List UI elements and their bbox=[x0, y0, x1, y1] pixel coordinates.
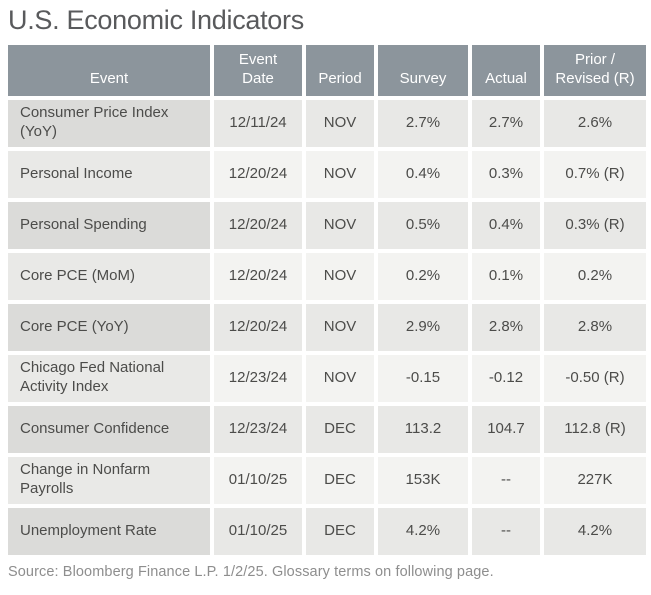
cell-event-date: 12/20/24 bbox=[214, 201, 302, 249]
table-header-row: Event Event Date Period Survey Actual Pr… bbox=[8, 44, 646, 96]
table-row: Core PCE (MoM) 12/20/24 NOV 0.2% 0.1% 0.… bbox=[8, 252, 646, 300]
cell-period: NOV bbox=[306, 252, 374, 300]
cell-survey: 113.2 bbox=[378, 405, 468, 453]
column-header-prior-revised: Prior / Revised (R) bbox=[544, 44, 646, 96]
cell-actual: -- bbox=[472, 456, 540, 504]
cell-prior-revised: 112.8 (R) bbox=[544, 405, 646, 453]
table-row: Chicago Fed National Activity Index 12/2… bbox=[8, 354, 646, 402]
cell-survey: 4.2% bbox=[378, 507, 468, 555]
cell-survey: 2.9% bbox=[378, 303, 468, 351]
table-row: Consumer Confidence 12/23/24 DEC 113.2 1… bbox=[8, 405, 646, 453]
cell-actual: 0.4% bbox=[472, 201, 540, 249]
cell-prior-revised: 2.6% bbox=[544, 99, 646, 147]
cell-event-date: 12/20/24 bbox=[214, 252, 302, 300]
cell-event: Personal Income bbox=[8, 150, 210, 198]
table-row: Change in Nonfarm Payrolls 01/10/25 DEC … bbox=[8, 456, 646, 504]
table-row: Consumer Price Index (YoY) 12/11/24 NOV … bbox=[8, 99, 646, 147]
cell-prior-revised: 227K bbox=[544, 456, 646, 504]
cell-period: DEC bbox=[306, 405, 374, 453]
cell-period: NOV bbox=[306, 354, 374, 402]
cell-event: Consumer Confidence bbox=[8, 405, 210, 453]
cell-period: NOV bbox=[306, 303, 374, 351]
cell-event-date: 12/23/24 bbox=[214, 354, 302, 402]
cell-event: Personal Spending bbox=[8, 201, 210, 249]
cell-event-date: 12/20/24 bbox=[214, 303, 302, 351]
cell-event: Change in Nonfarm Payrolls bbox=[8, 456, 210, 504]
cell-period: NOV bbox=[306, 99, 374, 147]
cell-survey: 153K bbox=[378, 456, 468, 504]
column-header-event-date: Event Date bbox=[214, 44, 302, 96]
cell-survey: 2.7% bbox=[378, 99, 468, 147]
cell-survey: 0.2% bbox=[378, 252, 468, 300]
cell-survey: 0.5% bbox=[378, 201, 468, 249]
cell-period: DEC bbox=[306, 507, 374, 555]
table-row: Personal Spending 12/20/24 NOV 0.5% 0.4%… bbox=[8, 201, 646, 249]
cell-prior-revised: 4.2% bbox=[544, 507, 646, 555]
cell-actual: -- bbox=[472, 507, 540, 555]
cell-actual: 2.7% bbox=[472, 99, 540, 147]
cell-prior-revised: 0.3% (R) bbox=[544, 201, 646, 249]
cell-event: Core PCE (YoY) bbox=[8, 303, 210, 351]
cell-event-date: 01/10/25 bbox=[214, 456, 302, 504]
cell-period: NOV bbox=[306, 150, 374, 198]
cell-event: Chicago Fed National Activity Index bbox=[8, 354, 210, 402]
cell-actual: 2.8% bbox=[472, 303, 540, 351]
cell-event-date: 01/10/25 bbox=[214, 507, 302, 555]
column-header-event: Event bbox=[8, 44, 210, 96]
page-title: U.S. Economic Indicators bbox=[8, 5, 304, 35]
cell-actual: 0.3% bbox=[472, 150, 540, 198]
cell-event-date: 12/20/24 bbox=[214, 150, 302, 198]
cell-actual: 104.7 bbox=[472, 405, 540, 453]
cell-actual: 0.1% bbox=[472, 252, 540, 300]
cell-survey: -0.15 bbox=[378, 354, 468, 402]
source-note: Source: Bloomberg Finance L.P. 1/2/25. G… bbox=[8, 563, 494, 580]
column-header-survey: Survey bbox=[378, 44, 468, 96]
cell-prior-revised: -0.50 (R) bbox=[544, 354, 646, 402]
cell-prior-revised: 0.7% (R) bbox=[544, 150, 646, 198]
cell-prior-revised: 0.2% bbox=[544, 252, 646, 300]
column-header-period: Period bbox=[306, 44, 374, 96]
economic-indicators-table: Event Event Date Period Survey Actual Pr… bbox=[8, 44, 646, 555]
cell-prior-revised: 2.8% bbox=[544, 303, 646, 351]
cell-survey: 0.4% bbox=[378, 150, 468, 198]
cell-event: Core PCE (MoM) bbox=[8, 252, 210, 300]
cell-period: NOV bbox=[306, 201, 374, 249]
cell-event: Consumer Price Index (YoY) bbox=[8, 99, 210, 147]
cell-event: Unemployment Rate bbox=[8, 507, 210, 555]
table-row: Unemployment Rate 01/10/25 DEC 4.2% -- 4… bbox=[8, 507, 646, 555]
table-row: Personal Income 12/20/24 NOV 0.4% 0.3% 0… bbox=[8, 150, 646, 198]
table-row: Core PCE (YoY) 12/20/24 NOV 2.9% 2.8% 2.… bbox=[8, 303, 646, 351]
cell-period: DEC bbox=[306, 456, 374, 504]
cell-event-date: 12/23/24 bbox=[214, 405, 302, 453]
table-body: Consumer Price Index (YoY) 12/11/24 NOV … bbox=[8, 99, 646, 555]
cell-actual: -0.12 bbox=[472, 354, 540, 402]
cell-event-date: 12/11/24 bbox=[214, 99, 302, 147]
column-header-actual: Actual bbox=[472, 44, 540, 96]
